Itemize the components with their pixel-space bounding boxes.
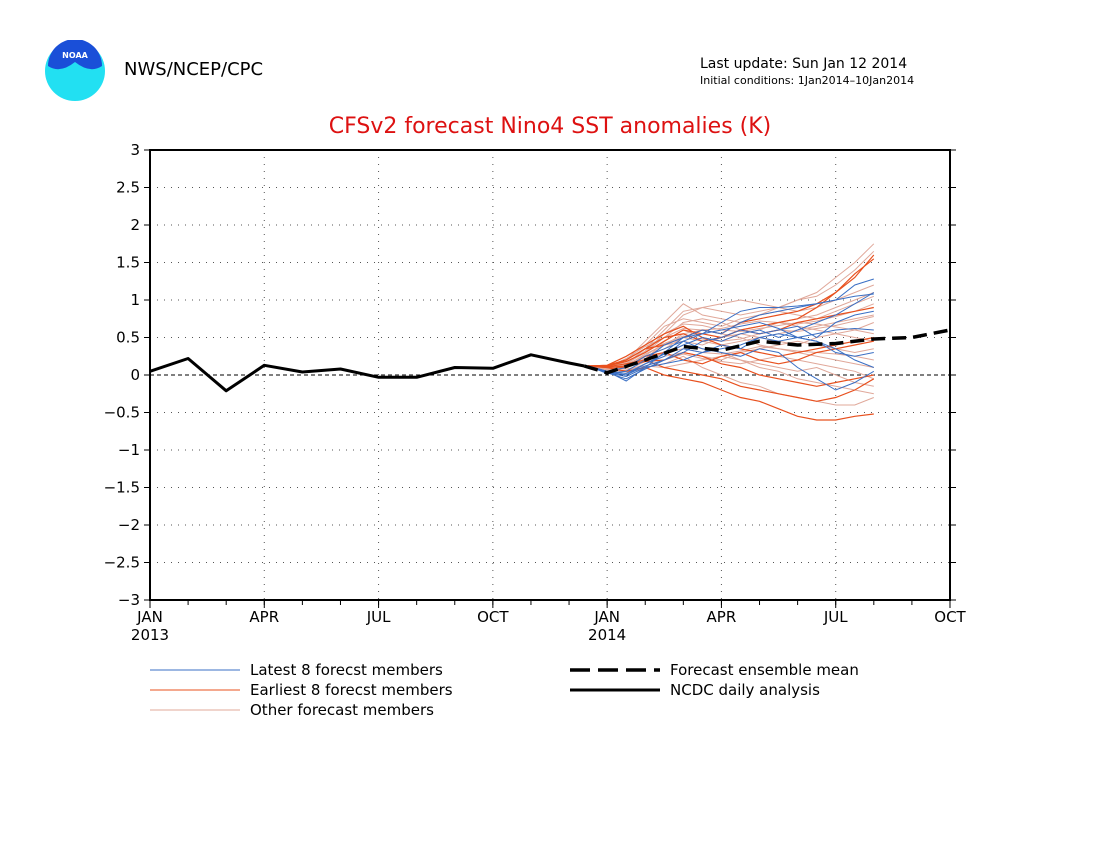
legend-label-latest: Latest 8 forecst members bbox=[250, 661, 443, 679]
noaa-logo-icon: NOAA bbox=[44, 39, 106, 102]
other-member-line bbox=[588, 316, 874, 369]
y-tick-label: 2 bbox=[130, 216, 140, 234]
y-tick-label: −2 bbox=[118, 516, 140, 534]
other-member-line bbox=[588, 355, 874, 387]
y-tick-label: 1 bbox=[130, 291, 140, 309]
legend-label-analysis: NCDC daily analysis bbox=[670, 681, 820, 699]
grid bbox=[150, 150, 951, 600]
x-tick-label: OCT bbox=[477, 608, 509, 626]
latest-member-line bbox=[587, 321, 874, 375]
initial-conditions-label: Initial conditions: 1Jan2014–10Jan2014 bbox=[700, 74, 915, 87]
y-tick-label: 2.5 bbox=[116, 179, 140, 197]
legend-label-mean: Forecast ensemble mean bbox=[670, 661, 859, 679]
ncdc-analysis-line bbox=[149, 353, 585, 393]
x-tick-year-label: 2013 bbox=[131, 626, 169, 644]
other-member-line bbox=[588, 284, 874, 369]
x-tick-label: JAN bbox=[593, 608, 620, 626]
latest-member-line bbox=[587, 293, 874, 376]
y-tick-label: −1.5 bbox=[104, 479, 140, 497]
ensemble-mean-line bbox=[583, 328, 951, 375]
chart-title: CFSv2 forecast Nino4 SST anomalies (K) bbox=[328, 114, 772, 139]
latest-member-line bbox=[587, 310, 874, 376]
last-update-label: Last update: Sun Jan 12 2014 bbox=[700, 56, 908, 72]
y-tick-label: 0.5 bbox=[116, 329, 140, 347]
x-tick-year-label: 2014 bbox=[588, 626, 626, 644]
legend-label-other: Other forecast members bbox=[250, 701, 434, 719]
x-tick-label: OCT bbox=[934, 608, 966, 626]
y-tick-label: −1 bbox=[118, 441, 140, 459]
org-label: NWS/NCEP/CPC bbox=[124, 59, 264, 80]
logo-text: NOAA bbox=[62, 51, 88, 60]
y-tick-label: 1.5 bbox=[116, 254, 140, 272]
y-tick-label: −2.5 bbox=[104, 554, 140, 572]
y-tick-label: −3 bbox=[118, 591, 140, 609]
legend: Latest 8 forecst members Earliest 8 forec… bbox=[150, 661, 859, 719]
other-member-line bbox=[588, 250, 875, 370]
axes: 32.521.510.50−0.5−1−1.5−2−2.5−3JAN2013AP… bbox=[104, 141, 967, 644]
main-series bbox=[149, 328, 951, 393]
y-tick-label: 3 bbox=[130, 141, 140, 159]
logo-bird bbox=[48, 39, 102, 70]
x-tick-label: APR bbox=[249, 608, 279, 626]
x-tick-label: APR bbox=[707, 608, 737, 626]
y-tick-label: −0.5 bbox=[104, 404, 140, 422]
forecast-members bbox=[587, 243, 875, 421]
latest-member-line bbox=[587, 292, 875, 375]
x-tick-label: JUL bbox=[366, 608, 391, 626]
y-tick-label: 0 bbox=[130, 366, 140, 384]
legend-label-earliest: Earliest 8 forecst members bbox=[250, 681, 453, 699]
x-tick-label: JUL bbox=[823, 608, 848, 626]
earliest-member-line bbox=[588, 306, 874, 367]
other-member-line bbox=[588, 322, 874, 370]
x-tick-label: JAN bbox=[136, 608, 163, 626]
